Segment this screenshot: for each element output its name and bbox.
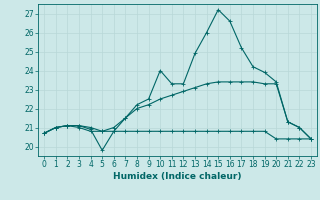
X-axis label: Humidex (Indice chaleur): Humidex (Indice chaleur) <box>113 172 242 181</box>
